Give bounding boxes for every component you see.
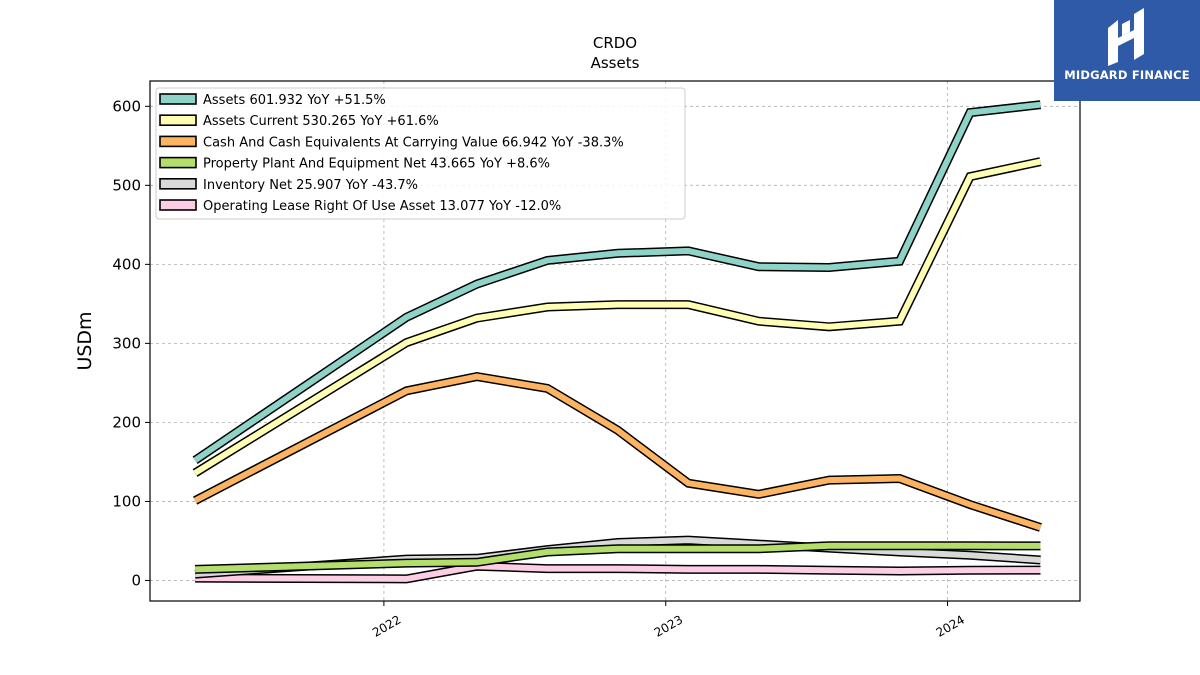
- x-tick-label: 2022: [370, 612, 403, 639]
- y-tick-label: 300: [112, 334, 141, 352]
- series-line: [193, 101, 1041, 463]
- y-tick-label: 600: [112, 97, 141, 115]
- legend-label: Assets Current 530.265 YoY +61.6%: [203, 114, 439, 129]
- logo-text: MIDGARD FINANCE: [1064, 68, 1190, 82]
- legend-label: Assets 601.932 YoY +51.5%: [203, 93, 386, 108]
- legend-swatch: [159, 114, 197, 126]
- legend-swatch: [159, 93, 197, 105]
- legend-swatch: [159, 156, 197, 169]
- y-tick-label: 500: [112, 176, 141, 194]
- series-line: [195, 563, 1041, 582]
- series-lines: [192, 100, 1042, 584]
- legend-label: Property Plant And Equipment Net 43.665 …: [203, 157, 550, 172]
- x-axis: 2022 2023 2024: [370, 601, 967, 640]
- plot-frame: [149, 80, 1081, 602]
- series-line: [195, 542, 1041, 573]
- chart-subtitle: Assets: [591, 54, 640, 72]
- y-tick-label: 0: [131, 571, 141, 589]
- midgard-finance-logo: MIDGARD FINANCE: [1054, 0, 1200, 101]
- y-tick-label: 400: [112, 255, 141, 273]
- series-line: [193, 373, 1042, 531]
- y-axis-label: USDm: [74, 311, 96, 370]
- legend-label: Cash And Cash Equivalents At Carrying Va…: [203, 135, 624, 150]
- x-tick-label: 2024: [934, 612, 967, 639]
- series-line: [193, 158, 1042, 476]
- logo-mark-icon: [1108, 8, 1144, 66]
- x-tick-label: 2023: [652, 612, 685, 639]
- legend-label: Operating Lease Right Of Use Asset 13.07…: [203, 199, 561, 214]
- legend-label: Inventory Net 25.907 YoY -43.7%: [203, 178, 418, 193]
- legend-swatch: [159, 178, 197, 190]
- y-axis: 0 100 200 300 400 500 600: [112, 97, 150, 589]
- legend-swatch: [159, 135, 197, 148]
- y-tick-label: 200: [112, 413, 141, 431]
- legend-box: [155, 87, 686, 220]
- chart-title: CRDO: [593, 34, 637, 52]
- legend-swatch: [159, 199, 197, 211]
- legend: Assets 601.932 YoY +51.5% Assets Current …: [155, 87, 686, 220]
- y-tick-label: 100: [112, 492, 141, 510]
